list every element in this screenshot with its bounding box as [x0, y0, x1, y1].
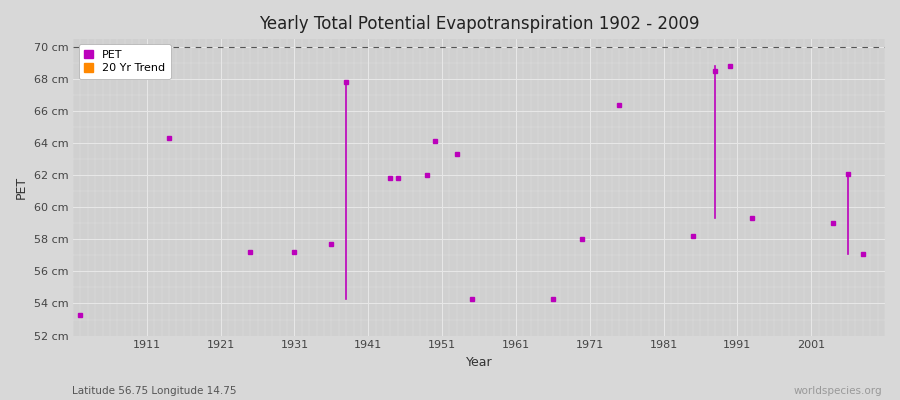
X-axis label: Year: Year [465, 356, 492, 369]
Title: Yearly Total Potential Evapotranspiration 1902 - 2009: Yearly Total Potential Evapotranspiratio… [259, 15, 699, 33]
Y-axis label: PET: PET [15, 176, 28, 199]
Text: worldspecies.org: worldspecies.org [794, 386, 882, 396]
Legend: PET, 20 Yr Trend: PET, 20 Yr Trend [78, 44, 171, 79]
Text: Latitude 56.75 Longitude 14.75: Latitude 56.75 Longitude 14.75 [72, 386, 237, 396]
